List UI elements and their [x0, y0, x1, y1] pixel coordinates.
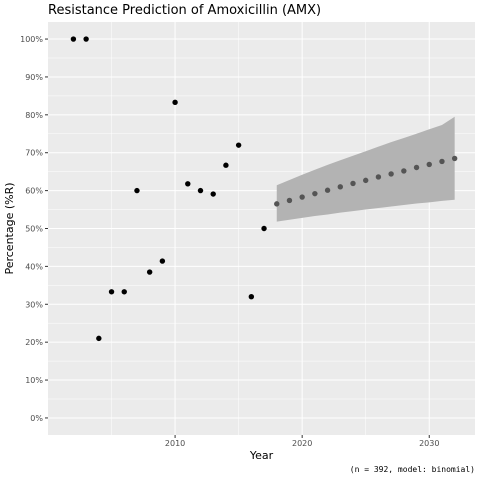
observed-point	[223, 162, 229, 168]
y-tick-label: 50%	[25, 225, 43, 234]
y-tick-label: 10%	[25, 376, 43, 385]
predicted-point	[451, 155, 458, 162]
y-tick-label: 30%	[25, 300, 43, 309]
predicted-point	[439, 158, 445, 165]
predicted-point	[337, 184, 343, 190]
predicted-point	[375, 174, 382, 180]
predicted-point	[274, 201, 280, 207]
predicted-points-layer	[274, 155, 458, 207]
observed-point	[235, 142, 242, 148]
confidence-band	[276, 116, 455, 222]
observed-point	[134, 187, 140, 194]
y-tick-label: 90%	[25, 73, 43, 82]
y-tick-label: 100%	[20, 35, 43, 44]
chart-title: Resistance Prediction of Amoxicillin (AM…	[48, 3, 321, 18]
observed-point	[197, 187, 204, 194]
y-tick-label: 40%	[25, 262, 43, 271]
y-axis-title: Percentage (%R)	[3, 182, 16, 274]
chart-caption: (n = 392, model: binomial)	[350, 465, 475, 474]
observed-point	[70, 36, 77, 42]
predicted-point	[299, 194, 305, 200]
x-tick-label: 2020	[292, 439, 312, 448]
confidence-band-layer	[276, 116, 455, 222]
predicted-point	[324, 187, 331, 193]
x-tick-label: 2030	[419, 439, 439, 448]
observed-point	[185, 181, 191, 187]
x-axis-ticks: 2010 2020 2030	[165, 435, 439, 448]
predicted-point	[426, 161, 432, 168]
y-tick-label: 80%	[25, 111, 43, 120]
observed-point	[83, 36, 89, 42]
observed-point	[146, 269, 153, 275]
predicted-point	[363, 177, 369, 184]
observed-point	[159, 258, 166, 264]
observed-points-layer	[70, 36, 267, 342]
y-tick-label: 0%	[30, 414, 43, 423]
predicted-point	[350, 180, 356, 187]
predicted-point	[388, 171, 394, 177]
x-tick-label: 2010	[165, 439, 185, 448]
predicted-point	[413, 164, 420, 171]
x-axis-title: Year	[249, 449, 274, 462]
observed-point	[261, 225, 267, 232]
predicted-point	[312, 190, 318, 197]
observed-point	[248, 294, 255, 300]
y-axis-ticks: 0% 10% 20% 30% 40% 50% 60% 70% 80% 90% 100%	[20, 35, 48, 423]
observed-point	[96, 335, 102, 342]
y-tick-label: 60%	[25, 187, 43, 196]
y-tick-label: 20%	[25, 338, 43, 347]
y-tick-label: 70%	[25, 149, 43, 158]
predicted-point	[401, 168, 407, 174]
observed-point	[108, 289, 115, 295]
observed-point	[210, 191, 216, 197]
observed-point	[172, 99, 178, 106]
observed-point	[121, 289, 127, 295]
predicted-point	[286, 197, 293, 204]
